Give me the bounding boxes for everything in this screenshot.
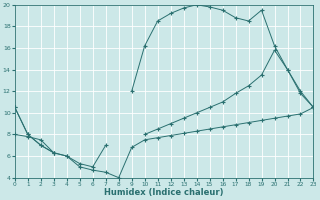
X-axis label: Humidex (Indice chaleur): Humidex (Indice chaleur): [104, 188, 224, 197]
